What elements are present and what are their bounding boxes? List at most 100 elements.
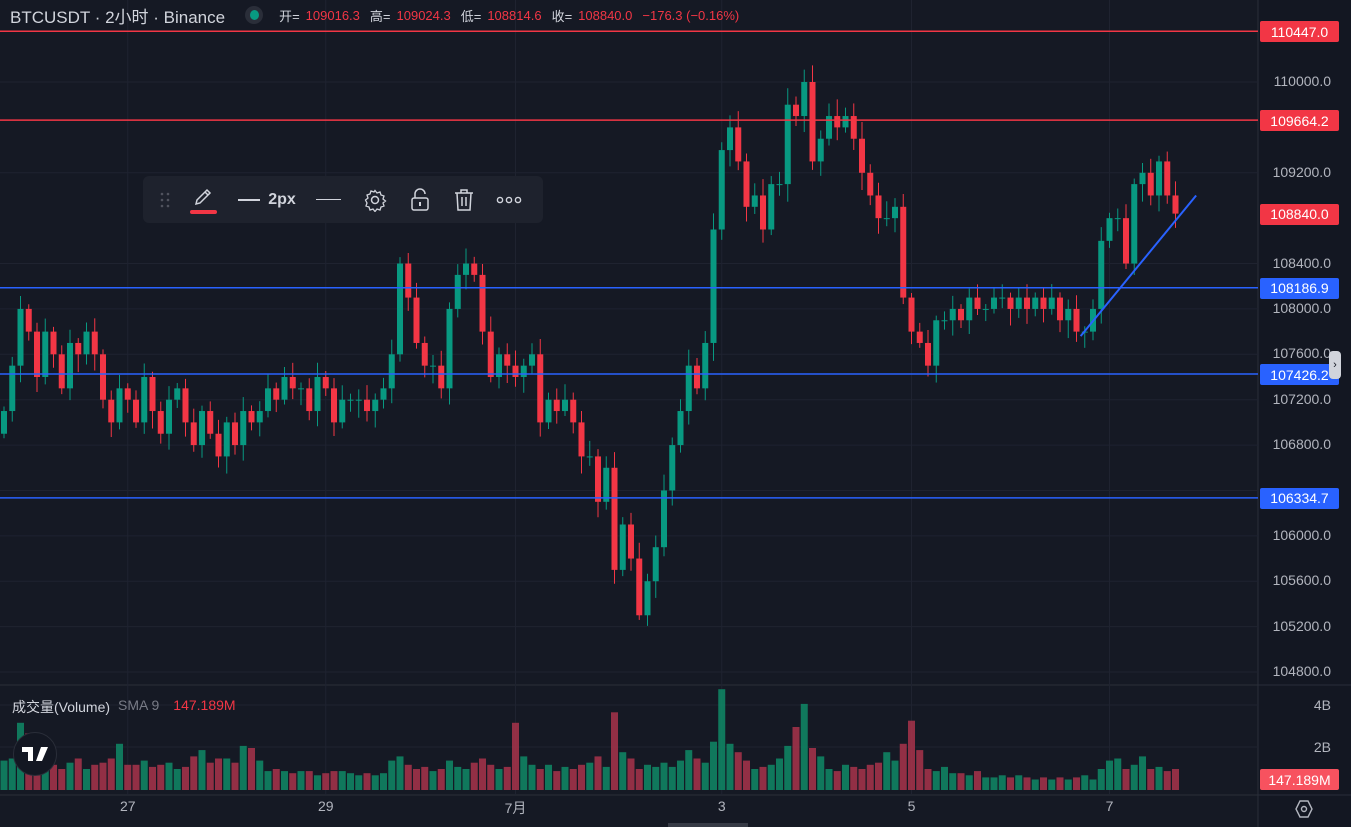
candle-body [1172,195,1179,214]
candle-body [652,547,659,582]
candle-body [545,399,552,423]
candle-body [240,411,247,446]
volume-bar [520,756,528,790]
time-scrollbar[interactable] [668,823,748,827]
candle-body [182,388,189,423]
volume-bar [916,750,924,790]
candle-body [380,388,387,400]
candle-body [644,581,651,616]
candle-body [867,172,874,196]
candle-body [991,297,997,309]
candle-body [273,388,280,400]
line-width-button[interactable]: 2px [229,176,305,223]
volume-bar [371,775,379,790]
volume-legend[interactable]: 成交量(Volume) SMA 9 147.189M [12,697,236,717]
more-button[interactable] [486,176,534,223]
candle-body [100,354,106,400]
candle-body [875,195,882,219]
volume-bar [512,722,519,790]
candle-body [331,388,337,423]
open-value: 109016.3 [305,7,360,23]
volume-bar [949,773,957,790]
price-tick: 107600.0 [1272,345,1331,362]
candle-body [1156,161,1162,196]
settings-gear-icon[interactable] [1294,799,1314,824]
candle-body [190,422,197,446]
candle-body [529,354,535,366]
time-label: 5 [907,798,916,814]
time-label: 27 [119,798,136,814]
volume-bar [1155,766,1163,790]
drag-handle-icon[interactable] [153,176,178,223]
volume-bar [1048,779,1056,790]
candle-body [207,411,214,434]
volume-bar [388,760,396,790]
candle-body [256,411,263,423]
volume-bar [578,764,585,790]
candle-body [1098,240,1105,309]
volume-bar [495,769,503,790]
candle-body [562,399,568,412]
volume-value: 147.189M [173,697,236,713]
line-color-button[interactable] [178,176,229,223]
candle-body [892,206,898,219]
volume-bar [454,766,462,790]
volume-bar [561,766,569,790]
candle-body [718,150,725,230]
candle-body [413,297,420,343]
line-width-label: 2px [268,190,296,208]
settings-button[interactable] [353,176,399,223]
market-status-icon[interactable] [245,6,264,24]
change-value: −176.3 (−0.16%) [642,7,740,23]
candle-body [67,342,73,389]
scroll-right-button[interactable]: › [1329,351,1341,379]
candle-body [157,411,164,434]
candle-body [553,399,560,412]
volume-bar [908,720,915,790]
volume-bar [50,764,57,790]
candle-body [479,274,486,332]
volume-bar [734,752,742,790]
volume-bar [355,775,363,790]
candle-body [471,263,478,275]
candle-body [1131,184,1138,264]
volume-bar [91,764,99,790]
volume-bar [553,771,561,790]
volume-bar [487,764,495,790]
candle-body [223,422,230,457]
candle-body [438,365,445,389]
volume-bar [149,766,156,790]
candle-body [9,365,16,412]
candle-body [859,138,865,173]
candle-body [520,365,527,378]
candle-body [248,411,255,423]
volume-bar [726,743,734,790]
volume-bar [668,766,676,790]
volume-bar [396,756,404,790]
candle-body [83,331,90,355]
volume-bar [1031,779,1039,790]
tradingview-logo[interactable] [13,732,57,776]
volume-bar [941,766,948,790]
volume-bar [1147,769,1155,790]
volume-bar [421,766,429,790]
candle-body [760,195,766,230]
candle-body [306,388,313,412]
volume-bar [759,766,767,790]
candle-body [999,297,1006,299]
chart-header: BTCUSDT · 2小时 · Binance 开= 109016.3 高= 109… [10,4,743,27]
lock-button[interactable] [398,176,442,223]
candle-body [925,342,931,366]
candle-body [372,399,379,412]
candle-body [628,524,634,559]
candle-body [727,127,733,151]
volume-bar [206,762,214,790]
volume-bar [842,764,849,790]
volume-bar [850,766,858,790]
line-style-button[interactable] [305,176,353,223]
candle-body [1015,297,1022,309]
delete-button[interactable] [442,176,486,223]
symbol-title[interactable]: BTCUSDT · 2小时 · Binance [10,7,226,27]
volume-bar [157,764,165,790]
